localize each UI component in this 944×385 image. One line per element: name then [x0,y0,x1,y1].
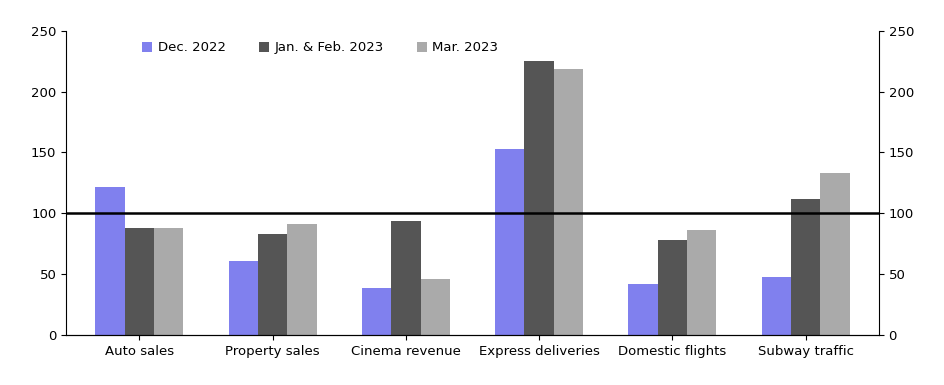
Bar [553,69,582,335]
Bar [391,221,420,335]
Bar [657,240,686,335]
Bar [362,288,391,335]
Bar [819,173,849,335]
Bar [495,149,524,335]
Bar [524,61,553,335]
Bar [420,279,449,335]
Bar [761,276,790,335]
Legend: Dec. 2022, Jan. & Feb. 2023, Mar. 2023: Dec. 2022, Jan. & Feb. 2023, Mar. 2023 [138,37,502,58]
Bar [287,224,316,335]
Bar [228,261,258,335]
Bar [154,228,183,335]
Bar [790,199,819,335]
Bar [628,284,657,335]
Bar [95,186,125,335]
Bar [686,230,716,335]
Bar [258,234,287,335]
Bar [125,228,154,335]
